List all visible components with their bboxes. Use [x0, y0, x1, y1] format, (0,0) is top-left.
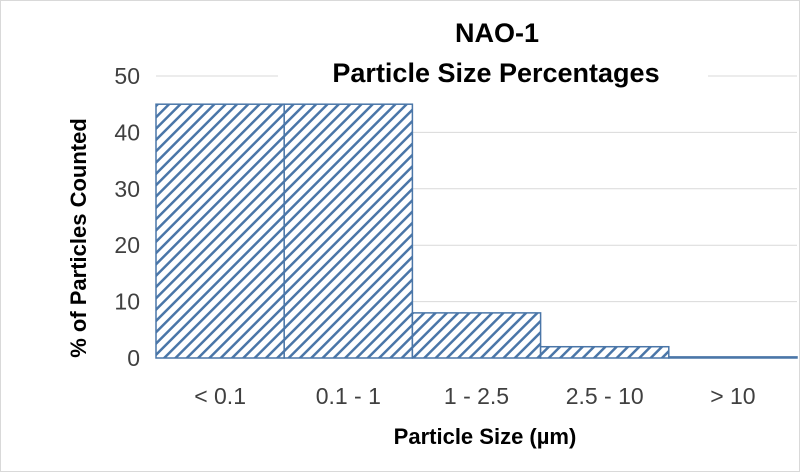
- chart-subtitle: Particle Size Percentages: [332, 58, 659, 88]
- x-tick-label: < 0.1: [194, 383, 246, 409]
- y-tick-label: 30: [114, 176, 140, 202]
- bar-3: [539, 345, 670, 359]
- x-tick-label: 0.1 - 1: [316, 383, 381, 409]
- y-axis-ticks: 0 10 20 30 40 50: [114, 63, 140, 371]
- bar-2: [411, 312, 542, 359]
- subtitle-background: [278, 62, 708, 92]
- y-tick-label: 0: [127, 345, 140, 371]
- bar-0: [155, 103, 285, 359]
- y-tick-label: 10: [114, 289, 140, 315]
- x-tick-label: > 10: [710, 383, 755, 409]
- y-tick-label: 20: [114, 232, 140, 258]
- x-tick-label: 2.5 - 10: [566, 383, 644, 409]
- chart-title: NAO-1: [455, 18, 539, 48]
- x-tick-label: 1 - 2.5: [444, 383, 509, 409]
- bar-1: [283, 103, 414, 359]
- y-tick-label: 40: [114, 119, 140, 145]
- y-tick-label: 50: [114, 63, 140, 89]
- bar-4: [668, 356, 798, 359]
- bars: [155, 103, 798, 359]
- x-axis-ticks: < 0.1 0.1 - 1 1 - 2.5 2.5 - 10 > 10: [194, 383, 755, 409]
- x-axis-title: Particle Size (µm): [394, 424, 577, 449]
- y-axis-title: % of Particles Counted: [66, 118, 91, 358]
